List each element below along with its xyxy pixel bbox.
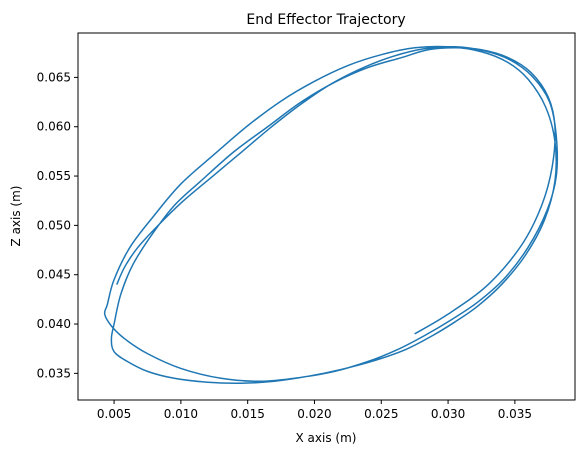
y-tick-label: 0.045 bbox=[37, 268, 71, 282]
chart-title: End Effector Trajectory bbox=[246, 12, 405, 28]
y-axis-title: Z axis (m) bbox=[9, 186, 23, 247]
x-tick-label: 0.015 bbox=[230, 407, 264, 421]
x-tick-label: 0.020 bbox=[297, 407, 331, 421]
x-axis: 0.005 0.010 0.015 0.020 0.025 0.030 0.035 bbox=[97, 400, 532, 421]
y-tick-label: 0.060 bbox=[37, 120, 71, 134]
x-tick-label: 0.025 bbox=[364, 407, 398, 421]
x-tick-label: 0.030 bbox=[431, 407, 465, 421]
x-tick-label: 0.035 bbox=[498, 407, 532, 421]
trajectory-line-0 bbox=[103, 45, 559, 385]
y-tick-label: 0.055 bbox=[37, 169, 71, 183]
y-tick-label: 0.050 bbox=[37, 218, 71, 232]
plot-area bbox=[103, 45, 559, 385]
x-tick-label: 0.005 bbox=[97, 407, 131, 421]
y-axis: 0.035 0.040 0.045 0.050 0.055 0.060 0.065 bbox=[37, 70, 78, 380]
y-tick-label: 0.040 bbox=[37, 317, 71, 331]
y-tick-label: 0.065 bbox=[37, 70, 71, 84]
y-tick-label: 0.035 bbox=[37, 366, 71, 380]
x-tick-label: 0.010 bbox=[164, 407, 198, 421]
x-axis-title: X axis (m) bbox=[296, 431, 357, 445]
plot-frame bbox=[77, 32, 576, 401]
